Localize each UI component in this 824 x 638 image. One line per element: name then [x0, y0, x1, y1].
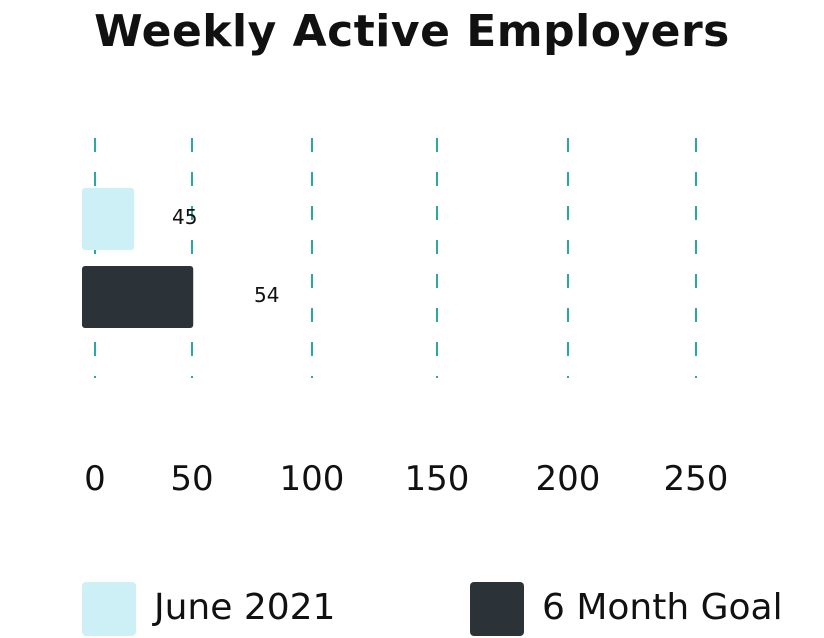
data-label-6-month-goal: 54	[254, 283, 279, 307]
grid-lines	[94, 138, 697, 378]
x-tick-label-250: 250	[664, 459, 729, 499]
legend-label-june-2021: June 2021	[154, 587, 336, 628]
bars	[82, 188, 194, 328]
chart-title: Weekly Active Employers	[94, 6, 730, 57]
bar-6-month-goal	[82, 266, 194, 328]
legend-swatch-june-2021	[82, 582, 136, 636]
x-tick-label-0: 0	[84, 459, 106, 499]
x-tick-label-150: 150	[405, 459, 470, 499]
legend: June 2021 6 Month Goal	[0, 580, 824, 638]
x-tick-label-100: 100	[280, 459, 345, 499]
bar-june-2021	[82, 188, 135, 250]
legend-label-6-month-goal: 6 Month Goal	[542, 587, 783, 628]
legend-swatch-6-month-goal	[470, 582, 524, 636]
x-tick-label-50: 50	[170, 459, 213, 499]
data-labels: 45 54	[172, 205, 279, 307]
x-axis-tick-labels: 0 50 100 150 200 250	[84, 459, 728, 499]
data-label-june-2021: 45	[172, 205, 197, 229]
x-tick-label-200: 200	[536, 459, 601, 499]
